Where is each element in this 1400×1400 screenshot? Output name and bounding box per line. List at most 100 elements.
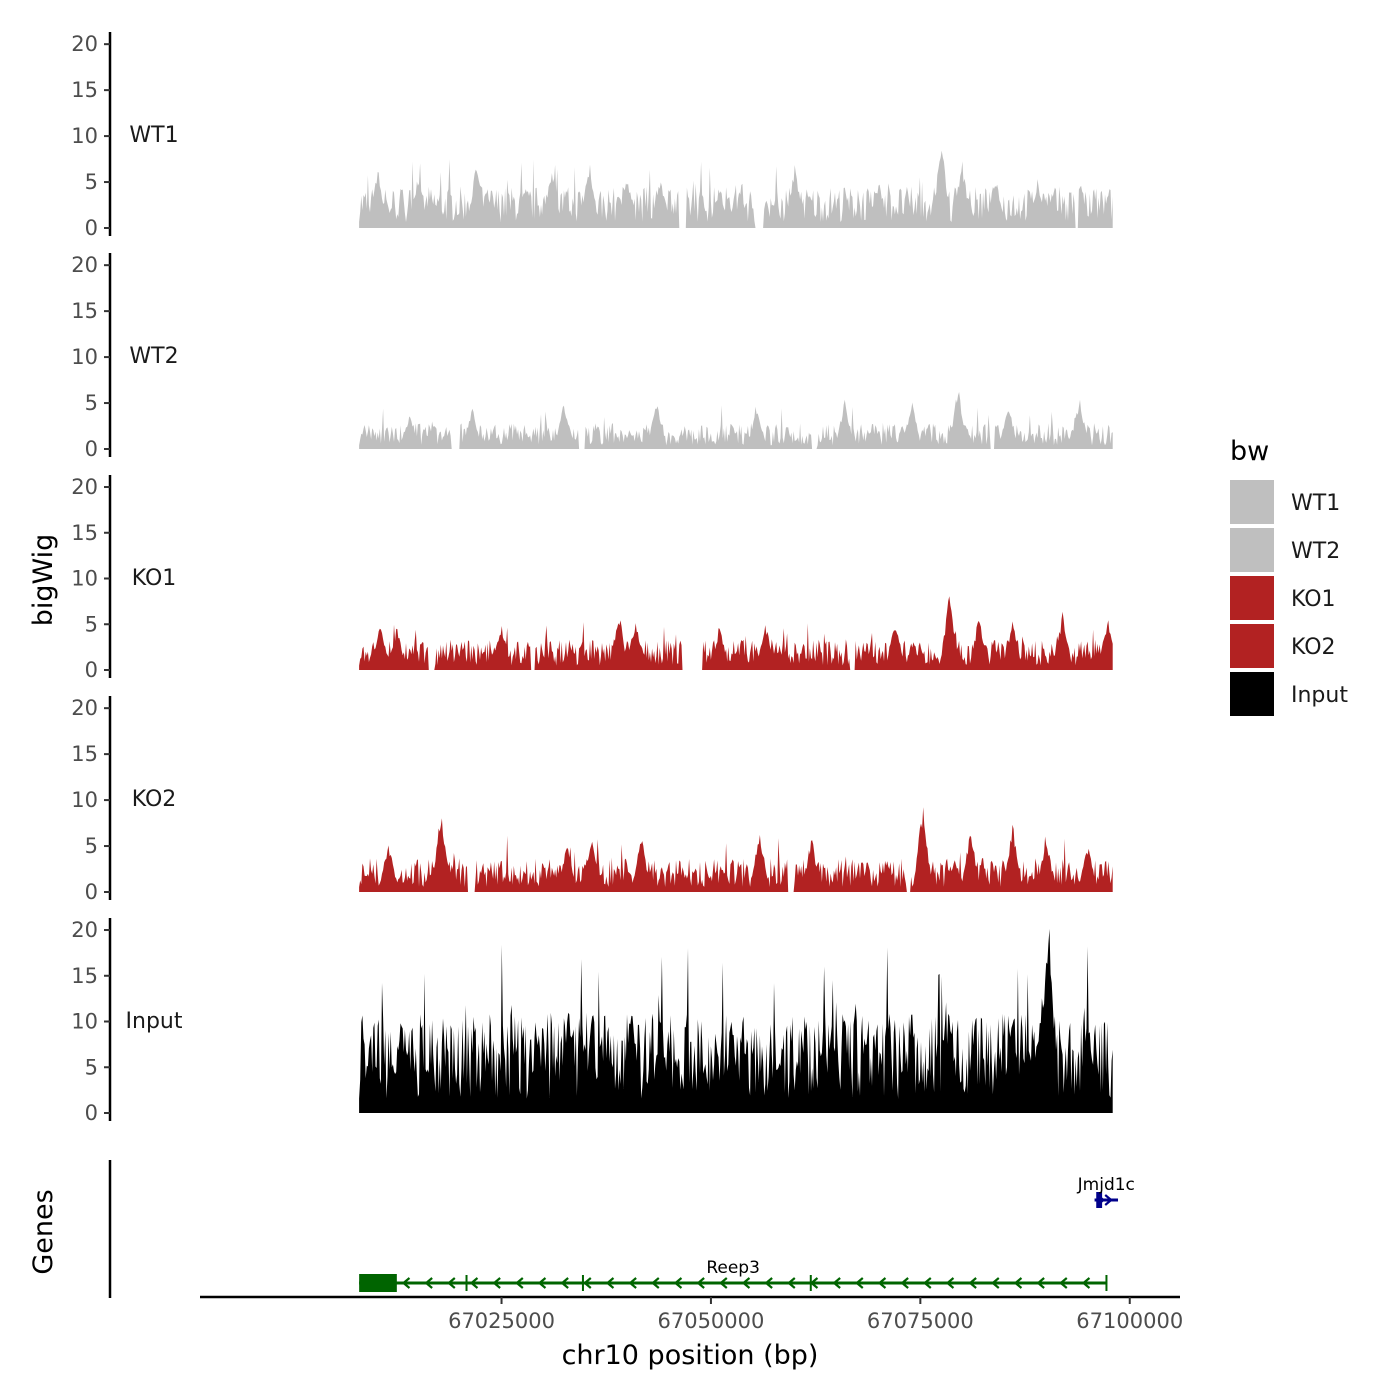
y-tick-label: 0 xyxy=(85,216,98,240)
strand-arrow xyxy=(424,1277,433,1289)
strand-arrow xyxy=(855,1277,864,1289)
legend-key-ko2 xyxy=(1230,624,1274,668)
gene-label: Reep3 xyxy=(706,1258,760,1278)
strand-arrow xyxy=(401,1277,411,1289)
x-tick-label: 67050000 xyxy=(657,1309,764,1333)
y-tick-label: 0 xyxy=(85,658,98,682)
track-input: 0 5 10 15 20 Input xyxy=(71,918,1113,1125)
gene-reep3: Reep3 xyxy=(359,1258,1108,1292)
y-tick-label: 15 xyxy=(71,742,98,766)
legend: bw WT1 WT2 KO1 KO2 Input xyxy=(1230,436,1348,716)
exon xyxy=(1096,1192,1103,1208)
strand-arrow xyxy=(469,1277,479,1289)
strand-arrow xyxy=(877,1277,887,1289)
legend-title: bw xyxy=(1230,436,1269,467)
strand-arrow xyxy=(1081,1277,1091,1289)
legend-key-wt2 xyxy=(1230,528,1274,572)
y-axis-title-bigwig: bigWig xyxy=(28,534,59,627)
strand-arrow xyxy=(719,1277,728,1289)
y-tick-label: 0 xyxy=(85,1101,98,1125)
strand-arrow xyxy=(787,1277,796,1289)
strand-arrow xyxy=(764,1277,773,1289)
strand-arrow xyxy=(515,1277,524,1289)
x-tick-label: 67075000 xyxy=(867,1309,974,1333)
y-tick-label: 0 xyxy=(85,880,98,904)
y-tick-label: 20 xyxy=(71,32,98,56)
y-tick-label: 5 xyxy=(85,1055,98,1079)
y-tick-label: 15 xyxy=(71,78,98,102)
strand-arrow xyxy=(968,1277,977,1289)
strand-arrow xyxy=(651,1277,660,1289)
track-label: Input xyxy=(126,1009,183,1034)
y-tick-label: 5 xyxy=(85,170,98,194)
strand-arrow xyxy=(583,1277,592,1289)
y-tick-label: 15 xyxy=(71,964,98,988)
strand-arrow xyxy=(605,1277,615,1289)
y-tick-label: 15 xyxy=(71,521,98,545)
y-tick-label: 10 xyxy=(71,345,98,369)
strand-arrow xyxy=(923,1277,932,1289)
exon xyxy=(359,1274,397,1292)
strand-arrow xyxy=(492,1277,501,1289)
y-tick-label: 10 xyxy=(71,124,98,148)
legend-label-wt1: WT1 xyxy=(1291,491,1340,516)
y-tick-label: 20 xyxy=(71,253,98,277)
gene-label: Jmjd1c xyxy=(1077,1175,1135,1195)
strand-arrow xyxy=(991,1277,1000,1289)
track-label: KO2 xyxy=(132,787,177,812)
track-wt1: 0 5 10 15 20 WT1 xyxy=(71,32,1113,240)
strand-arrow xyxy=(447,1277,456,1289)
strand-arrow xyxy=(673,1277,683,1289)
strand-arrow xyxy=(628,1277,637,1289)
signal-tracks: 0 5 10 15 20 WT1 0 5 10 15 20 WT2 0 5 10 15 20 KO1 0 5 10 15 2… xyxy=(71,32,1113,1125)
legend-label-ko1: KO1 xyxy=(1291,587,1336,612)
signal-area-wt1 xyxy=(359,150,1113,228)
x-axis-title: chr10 position (bp) xyxy=(562,1340,819,1371)
legend-label-wt2: WT2 xyxy=(1291,539,1340,564)
x-tick-label: 67100000 xyxy=(1076,1309,1183,1333)
y-axis-title-genes: Genes xyxy=(28,1189,59,1274)
y-tick-label: 5 xyxy=(85,834,98,858)
y-tick-label: 15 xyxy=(71,299,98,323)
exon xyxy=(809,1275,812,1291)
track-label: WT1 xyxy=(129,123,178,148)
strand-arrow xyxy=(945,1277,955,1289)
signal-area-ko1 xyxy=(359,596,1113,670)
strand-arrow xyxy=(537,1277,547,1289)
strand-arrow xyxy=(1036,1277,1045,1289)
track-label: WT2 xyxy=(129,344,178,369)
y-tick-label: 20 xyxy=(71,696,98,720)
legend-key-ko1 xyxy=(1230,576,1274,620)
y-tick-label: 0 xyxy=(85,437,98,461)
legend-label-ko2: KO2 xyxy=(1291,635,1336,660)
strand-arrow xyxy=(741,1277,751,1289)
track-wt2: 0 5 10 15 20 WT2 xyxy=(71,253,1113,461)
y-tick-label: 10 xyxy=(71,567,98,591)
track-label: KO1 xyxy=(132,566,177,591)
strand-arrow xyxy=(1013,1277,1023,1289)
strand-arrow xyxy=(1104,1194,1113,1206)
exon xyxy=(581,1275,584,1291)
legend-label-input: Input xyxy=(1291,683,1348,708)
legend-key-wt1 xyxy=(1230,480,1274,524)
gene-jmjd1c: Jmjd1c xyxy=(1077,1175,1135,1208)
track-ko2: 0 5 10 15 20 KO2 xyxy=(71,696,1113,904)
track-ko1: 0 5 10 15 20 KO1 xyxy=(71,475,1113,682)
legend-key-input xyxy=(1230,672,1274,716)
y-tick-label: 20 xyxy=(71,475,98,499)
y-tick-label: 10 xyxy=(71,1010,98,1034)
strand-arrow xyxy=(696,1277,705,1289)
signal-area-input xyxy=(359,928,1113,1113)
exon xyxy=(465,1275,468,1291)
y-tick-label: 5 xyxy=(85,612,98,636)
exon xyxy=(1105,1275,1108,1291)
x-tick-label: 67025000 xyxy=(448,1309,555,1333)
strand-arrow xyxy=(832,1277,841,1289)
y-tick-label: 5 xyxy=(85,391,98,415)
strand-arrow xyxy=(900,1277,909,1289)
y-tick-label: 20 xyxy=(71,918,98,942)
y-tick-label: 10 xyxy=(71,788,98,812)
signal-area-ko2 xyxy=(359,807,1113,892)
strand-arrow xyxy=(1059,1277,1068,1289)
